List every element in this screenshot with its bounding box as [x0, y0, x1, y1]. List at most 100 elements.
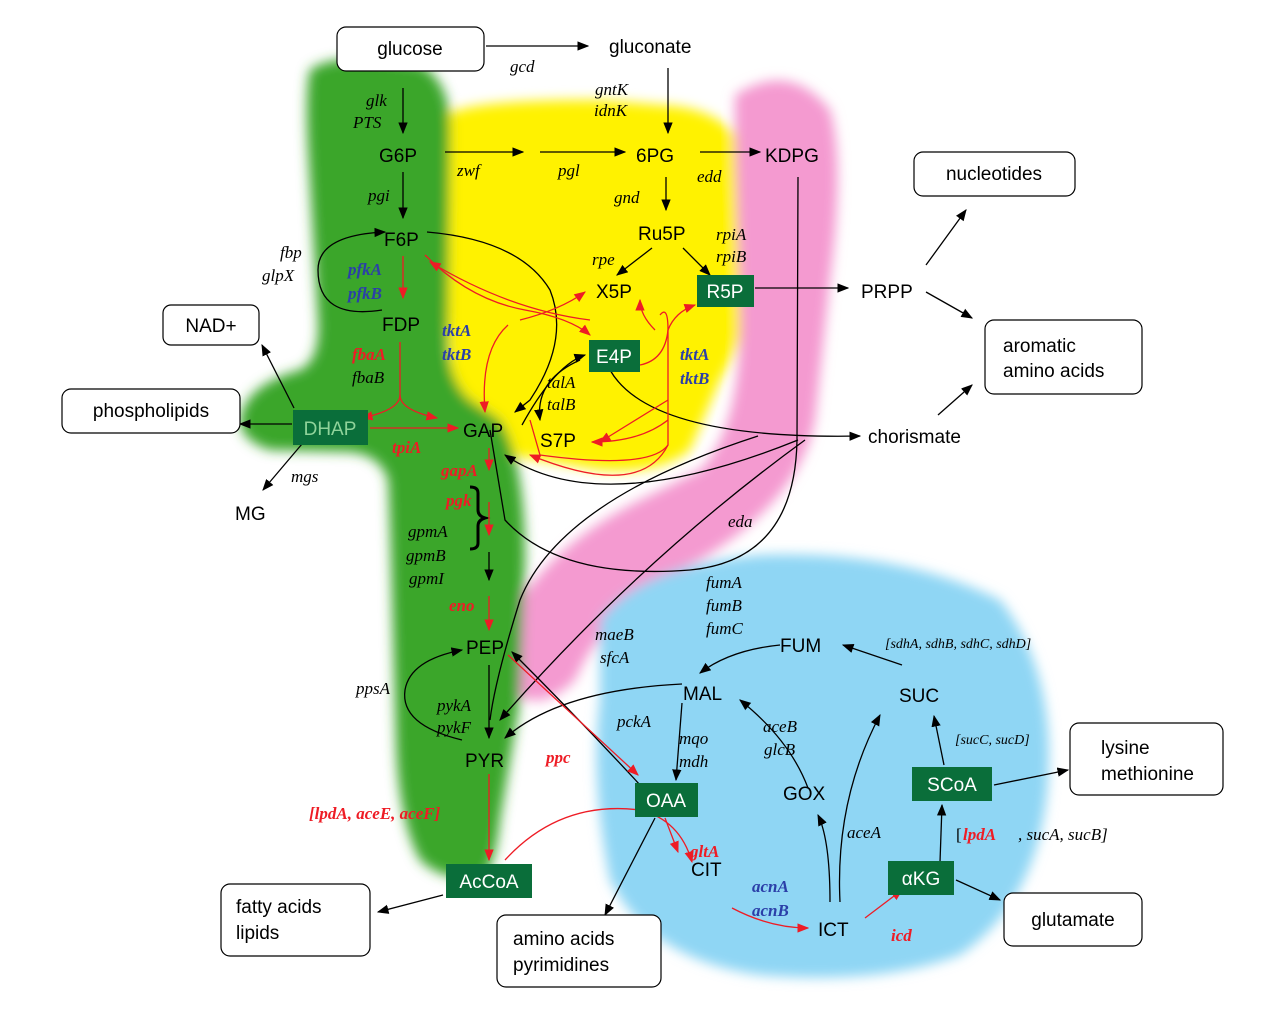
chorismate-label: chorismate	[868, 427, 961, 448]
aromatic-amino-acids-box	[984, 319, 1143, 395]
gene-mqo: mqo	[679, 729, 708, 748]
gene-gpmb: gpmB	[406, 546, 446, 565]
gene-pcka: pckA	[616, 712, 652, 731]
pyr-label: PYR	[465, 751, 504, 772]
gene-gapa: gapA	[440, 461, 478, 480]
phospholipids-label: phospholipids	[93, 401, 209, 422]
gene-glta: gltA	[689, 842, 719, 861]
accoa-label: AcCoA	[459, 872, 518, 893]
s7p-label: S7P	[540, 431, 576, 452]
gluconate-label: gluconate	[609, 37, 691, 58]
gene-mdh: mdh	[679, 752, 708, 771]
accoa-box	[446, 864, 532, 898]
lysine-methionine-box	[1069, 722, 1224, 796]
gene-labels-blue: pfkA pfkB tktA tktB tktA tktB acnA acnB	[346, 260, 789, 920]
gene-fumc: fumC	[706, 619, 744, 638]
r5p-label: R5P	[707, 282, 744, 303]
gene-gpma: gpmA	[408, 522, 448, 541]
pentose-phosphate-region	[440, 100, 745, 471]
gene-pdh: [lpdA, aceE, aceF]	[309, 804, 441, 823]
gene-maeb: maeB	[595, 625, 634, 644]
gene-edd: edd	[697, 167, 722, 186]
scoa-label: SCoA	[927, 775, 977, 796]
fum-label: FUM	[780, 636, 821, 657]
amino-acids-label: amino acids	[513, 929, 614, 950]
lipids-label: lipids	[236, 923, 279, 944]
mg-label: MG	[235, 504, 266, 525]
gene-pfkb: pfkB	[346, 284, 382, 303]
metabolite-labels: gluconate G6P 6PG KDPG F6P Ru5P X5P PRPP…	[235, 37, 961, 941]
glucose-label: glucose	[377, 39, 443, 60]
highlighted-arrows	[360, 254, 903, 933]
dhap-label: DHAP	[304, 419, 357, 440]
oaa-box	[635, 783, 698, 817]
gene-pyka: pykA	[436, 696, 472, 715]
gene-eno: eno	[449, 596, 475, 615]
gene-sucab: , sucA, sucB]	[1018, 825, 1108, 844]
gene-fbaa: fbaA	[352, 345, 386, 364]
gene-glk: glk	[366, 91, 387, 110]
entner-doudoroff-region	[508, 80, 838, 701]
gap-label: GAP	[463, 421, 503, 442]
glucose-box	[336, 26, 485, 72]
mal-label: MAL	[683, 684, 722, 705]
bracket-open: [	[956, 825, 962, 844]
gene-acnb: acnB	[752, 901, 789, 920]
gene-pgi: pgi	[367, 186, 390, 205]
gene-ppc: ppc	[544, 748, 571, 767]
gene-pykf: pykF	[436, 718, 472, 737]
phospholipids-box	[61, 388, 241, 434]
dhap-box	[293, 410, 368, 445]
gene-pgk: pgk	[444, 491, 472, 510]
cit-label: CIT	[691, 860, 722, 881]
gene-acna: acnA	[752, 877, 789, 896]
e4p-box	[589, 340, 640, 372]
gene-icd: icd	[891, 926, 912, 945]
prpp-label: PRPP	[861, 282, 913, 303]
gene-tala: talA	[547, 373, 576, 392]
gene-mgs: mgs	[291, 467, 319, 486]
gene-fumb: fumB	[706, 596, 743, 615]
oaa-label: OAA	[646, 791, 686, 812]
gene-tpia: tpiA	[392, 438, 421, 457]
key-metabolite-boxes: R5P E4P DHAP OAA SCoA αKG AcCoA	[293, 275, 992, 898]
tca-cycle-region	[596, 554, 1049, 978]
gene-tkta-2: tktA	[680, 345, 709, 364]
methionine-label: methionine	[1101, 764, 1194, 785]
6pg-label: 6PG	[636, 146, 674, 167]
glutamate-box	[1003, 892, 1143, 947]
gene-acea: aceA	[847, 823, 882, 842]
nad-box	[162, 304, 260, 346]
gene-rpib: rpiB	[716, 247, 747, 266]
gene-eda: eda	[728, 512, 753, 531]
gene-rpe: rpe	[592, 250, 615, 269]
gene-labels: gcd glk PTS gntK idnK zwf pgl edd pgi gn…	[262, 57, 1108, 844]
suc-label: SUC	[899, 686, 939, 707]
gene-fuma: fumA	[706, 573, 743, 592]
gene-pts: PTS	[352, 113, 382, 132]
nucleotides-label: nucleotides	[946, 164, 1042, 185]
gene-gpmi: gpmI	[409, 569, 445, 588]
gene-pgl: pgl	[557, 161, 580, 180]
gene-gcd: gcd	[510, 57, 535, 76]
glutamate-label: glutamate	[1031, 910, 1114, 931]
nucleotides-box	[913, 151, 1076, 197]
gene-fbab: fbaB	[352, 368, 385, 387]
nad-label: NAD+	[185, 316, 236, 337]
gene-gnd: gnd	[614, 188, 640, 207]
gene-glpx: glpX	[262, 266, 295, 285]
gene-aceb: aceB	[763, 717, 798, 736]
amino-acids-pyrimidines-box	[496, 914, 662, 988]
gene-labels-red: fbaA tpiA gapA pgk eno ppc [lpdA, aceE, …	[309, 345, 912, 945]
r5p-box	[697, 275, 754, 307]
product-boxes: glucose nucleotides NAD+ phospholipids a…	[61, 26, 1224, 988]
gene-sdh: [sdhA, sdhB, sdhC, sdhD]	[885, 637, 1031, 652]
aromatic-label-2: amino acids	[1003, 361, 1104, 382]
gene-ppsa: ppsA	[355, 679, 391, 698]
gene-tkta-1: tktA	[442, 321, 471, 340]
gene-pfka: pfkA	[346, 260, 382, 279]
fdp-label: FDP	[382, 315, 420, 336]
gene-talb: talB	[547, 395, 576, 414]
fatty-acids-label: fatty acids	[236, 897, 322, 918]
